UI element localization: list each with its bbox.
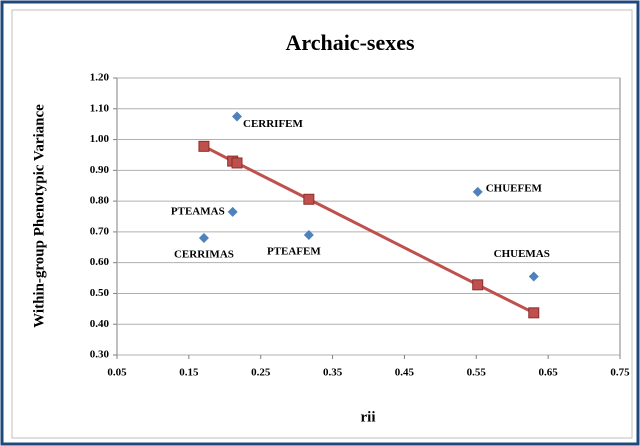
point bbox=[227, 206, 238, 217]
point bbox=[303, 193, 315, 205]
y-tick-label: 1.10 bbox=[90, 102, 110, 114]
point-label: CERRIFEM bbox=[243, 118, 304, 130]
x-tick-label: 0.35 bbox=[323, 367, 343, 379]
x-tick-label: 0.15 bbox=[179, 367, 199, 379]
y-tick-label: 0.50 bbox=[90, 287, 110, 299]
y-axis-label: Within-group Phenotypic Variance bbox=[31, 104, 47, 328]
x-axis-label: rii bbox=[361, 409, 376, 425]
point-label: PTEAFEM bbox=[267, 245, 321, 257]
point bbox=[232, 111, 243, 122]
point bbox=[303, 229, 314, 240]
y-tick-label: 0.40 bbox=[90, 318, 110, 330]
y-tick-label: 0.70 bbox=[90, 225, 110, 237]
point bbox=[231, 157, 243, 169]
point bbox=[198, 140, 210, 152]
x-tick-label: 0.75 bbox=[610, 367, 630, 379]
point bbox=[198, 233, 209, 244]
point-label: CERRIMAS bbox=[174, 249, 234, 261]
y-tick-label: 0.80 bbox=[90, 195, 110, 207]
point bbox=[528, 307, 540, 319]
x-tick-label: 0.25 bbox=[251, 367, 271, 379]
point bbox=[472, 279, 484, 291]
x-tick-label: 0.05 bbox=[107, 367, 127, 379]
chart-title: Archaic-sexes bbox=[285, 30, 415, 55]
x-tick-label: 0.55 bbox=[467, 367, 487, 379]
y-tick-label: 0.90 bbox=[90, 164, 110, 176]
y-tick-label: 0.60 bbox=[90, 256, 110, 268]
y-tick-label: 1.00 bbox=[90, 133, 110, 145]
x-tick-label: 0.65 bbox=[539, 367, 559, 379]
point bbox=[472, 186, 483, 197]
point-label: CHUEMAS bbox=[494, 248, 550, 260]
point bbox=[528, 271, 539, 282]
point-label: CHUEFEM bbox=[486, 182, 543, 194]
point-label: PTEAMAS bbox=[171, 205, 225, 217]
y-tick-label: 0.30 bbox=[90, 349, 110, 361]
y-tick-label: 1.20 bbox=[90, 72, 110, 84]
x-tick-label: 0.45 bbox=[395, 367, 415, 379]
